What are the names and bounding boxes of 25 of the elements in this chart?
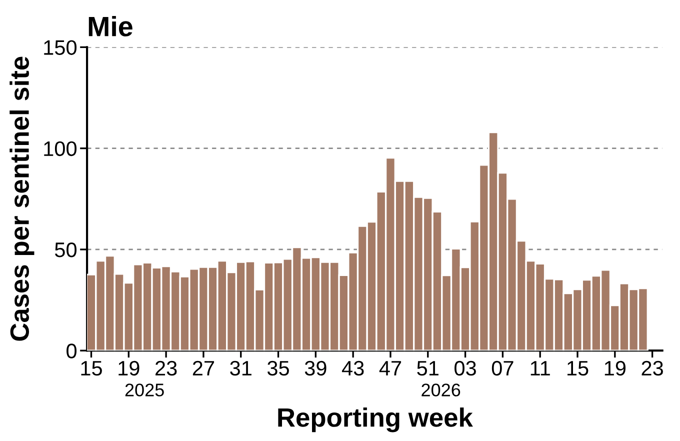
x-tick-label: 15	[81, 361, 102, 376]
x-tick-label: 27	[192, 360, 214, 376]
text: 2025	[125, 384, 164, 396]
x-tick-label: 31	[230, 360, 252, 376]
x-axis-title: Reporting week	[278, 408, 473, 432]
x-tick-label: 03	[454, 360, 476, 376]
x-tick-label: 19	[604, 360, 626, 376]
x-tick-label: 51	[417, 361, 438, 376]
text: 2026	[422, 384, 460, 396]
x-tick-label: 35	[267, 360, 289, 376]
x-tick-label: 43	[342, 360, 364, 376]
x-tick-label: 23	[156, 360, 177, 376]
x-tick-label: 15	[568, 361, 588, 376]
x-tick-label: 11	[530, 361, 550, 376]
y-tick-label: 150	[44, 40, 77, 55]
x-tick-label: 47	[379, 361, 402, 376]
y-tick-label: 0	[66, 344, 77, 358]
chart-title: Mie	[88, 16, 132, 36]
x-tick-label: 39	[304, 360, 326, 376]
y-tick-label: 50	[54, 242, 77, 258]
y-tick-label: 100	[44, 141, 77, 156]
x-tick-label: 23	[642, 360, 663, 376]
y-axis-title: Cases per sentinel site	[10, 56, 34, 341]
x-tick-label: 07	[492, 360, 514, 376]
x-tick-label: 19	[118, 360, 140, 376]
